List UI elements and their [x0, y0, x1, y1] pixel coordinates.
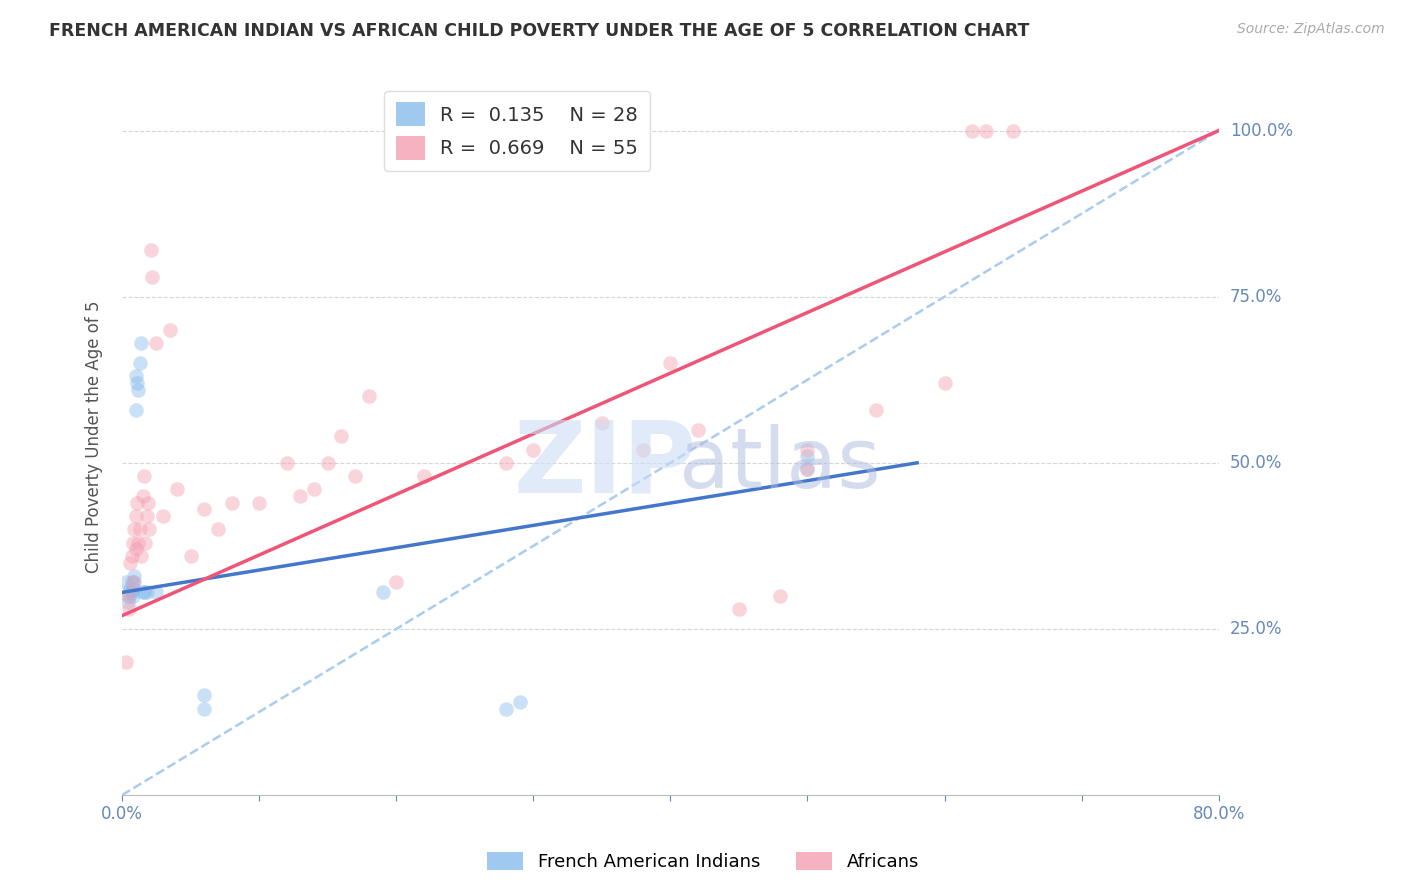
Point	[120, 582, 142, 596]
Point	[796, 449, 818, 463]
Point	[129, 549, 152, 563]
Point	[495, 456, 517, 470]
Point	[960, 123, 983, 137]
Point	[159, 323, 181, 337]
Point	[145, 336, 167, 351]
Point	[125, 369, 148, 384]
Y-axis label: Child Poverty Under the Age of 5: Child Poverty Under the Age of 5	[86, 300, 103, 573]
Point	[127, 496, 149, 510]
Point	[118, 602, 141, 616]
Text: 75.0%: 75.0%	[1230, 288, 1282, 306]
Point	[180, 549, 202, 563]
Point	[117, 595, 139, 609]
Point	[122, 535, 145, 549]
Text: 25.0%: 25.0%	[1230, 620, 1282, 638]
Point	[125, 402, 148, 417]
Point	[207, 522, 229, 536]
Point	[221, 496, 243, 510]
Point	[796, 462, 818, 476]
Point	[357, 389, 380, 403]
Point	[125, 508, 148, 523]
Point	[1002, 123, 1025, 137]
Point	[135, 508, 157, 523]
Point	[132, 469, 155, 483]
Point	[141, 269, 163, 284]
Point	[122, 589, 145, 603]
Legend: R =  0.135    N = 28, R =  0.669    N = 55: R = 0.135 N = 28, R = 0.669 N = 55	[384, 91, 650, 171]
Point	[132, 585, 155, 599]
Point	[131, 489, 153, 503]
Point	[120, 556, 142, 570]
Point	[385, 575, 408, 590]
Point	[290, 489, 312, 503]
Point	[115, 575, 138, 590]
Point	[128, 356, 150, 370]
Legend: French American Indians, Africans: French American Indians, Africans	[479, 845, 927, 879]
Point	[128, 535, 150, 549]
Point	[193, 502, 215, 516]
Point	[412, 469, 434, 483]
Point	[122, 575, 145, 590]
Point	[127, 376, 149, 390]
Point	[330, 429, 353, 443]
Point	[122, 582, 145, 596]
Point	[302, 483, 325, 497]
Point	[124, 575, 146, 590]
Point	[124, 522, 146, 536]
Point	[344, 469, 367, 483]
Point	[865, 402, 887, 417]
Point	[495, 701, 517, 715]
Point	[118, 585, 141, 599]
Point	[139, 243, 162, 257]
Text: FRENCH AMERICAN INDIAN VS AFRICAN CHILD POVERTY UNDER THE AGE OF 5 CORRELATION C: FRENCH AMERICAN INDIAN VS AFRICAN CHILD …	[49, 22, 1029, 40]
Point	[121, 575, 143, 590]
Text: ZIP: ZIP	[513, 417, 696, 514]
Point	[769, 589, 792, 603]
Point	[138, 522, 160, 536]
Text: atlas: atlas	[679, 425, 882, 506]
Point	[509, 695, 531, 709]
Point	[118, 589, 141, 603]
Point	[134, 535, 156, 549]
Point	[129, 336, 152, 351]
Point	[115, 655, 138, 669]
Point	[796, 442, 818, 457]
Point	[371, 585, 394, 599]
Point	[117, 589, 139, 603]
Point	[276, 456, 298, 470]
Point	[522, 442, 544, 457]
Point	[974, 123, 997, 137]
Point	[131, 585, 153, 599]
Point	[125, 542, 148, 557]
Point	[136, 496, 159, 510]
Point	[934, 376, 956, 390]
Point	[796, 462, 818, 476]
Point	[128, 522, 150, 536]
Point	[121, 549, 143, 563]
Text: 50.0%: 50.0%	[1230, 454, 1282, 472]
Point	[166, 483, 188, 497]
Point	[193, 701, 215, 715]
Point	[193, 689, 215, 703]
Point	[631, 442, 654, 457]
Point	[124, 569, 146, 583]
Point	[128, 383, 150, 397]
Text: Source: ZipAtlas.com: Source: ZipAtlas.com	[1237, 22, 1385, 37]
Point	[135, 585, 157, 599]
Point	[247, 496, 270, 510]
Point	[316, 456, 339, 470]
Point	[659, 356, 682, 370]
Text: 100.0%: 100.0%	[1230, 121, 1292, 139]
Point	[145, 585, 167, 599]
Point	[591, 416, 613, 430]
Point	[121, 585, 143, 599]
Point	[686, 423, 709, 437]
Point	[152, 508, 174, 523]
Point	[728, 602, 751, 616]
